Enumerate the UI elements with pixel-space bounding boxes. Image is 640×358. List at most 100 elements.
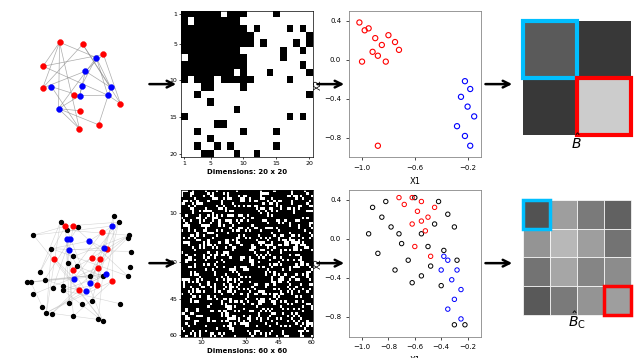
Bar	[550, 286, 577, 315]
Point	[438, 253, 449, 259]
Point	[97, 229, 108, 234]
X-axis label: X1: X1	[410, 177, 420, 186]
Point	[390, 267, 400, 273]
Point	[372, 251, 383, 256]
Point	[64, 300, 74, 306]
Point	[106, 84, 116, 90]
Point	[383, 32, 394, 38]
Point	[433, 199, 444, 204]
X-axis label: Dimensions: 20 x 20: Dimensions: 20 x 20	[207, 169, 287, 175]
Bar	[523, 21, 577, 78]
Point	[125, 264, 135, 270]
Text: $\hat{B}_{\mathrm{C}}$: $\hat{B}_{\mathrm{C}}$	[568, 309, 586, 331]
Point	[102, 92, 113, 98]
Point	[92, 282, 102, 288]
Point	[460, 133, 470, 139]
Point	[93, 316, 104, 322]
Point	[86, 256, 97, 261]
Point	[126, 249, 136, 255]
Point	[360, 28, 370, 33]
Bar	[604, 229, 631, 257]
Bar	[577, 286, 604, 315]
Point	[69, 276, 79, 281]
Bar	[550, 200, 577, 229]
Point	[46, 246, 56, 252]
Point	[95, 256, 105, 262]
Point	[68, 313, 79, 319]
Point	[357, 59, 367, 64]
Point	[123, 273, 133, 279]
Point	[99, 245, 109, 251]
Point	[108, 213, 118, 219]
Bar	[577, 257, 604, 286]
Point	[423, 214, 433, 220]
Point	[410, 195, 420, 200]
Point	[93, 122, 104, 128]
Bar	[604, 286, 631, 315]
Bar	[577, 21, 631, 78]
Point	[367, 204, 378, 210]
Point	[97, 273, 108, 279]
Point	[115, 101, 125, 106]
Bar	[523, 78, 577, 135]
Point	[390, 39, 400, 45]
Point	[77, 301, 87, 307]
Bar	[523, 200, 550, 229]
Point	[355, 20, 365, 25]
Point	[49, 256, 60, 261]
Point	[436, 283, 446, 289]
Point	[447, 277, 457, 283]
Point	[452, 257, 462, 263]
Point	[69, 92, 79, 98]
Point	[377, 214, 387, 220]
Point	[443, 257, 453, 263]
Point	[416, 273, 426, 279]
Point	[372, 53, 383, 59]
Point	[394, 195, 404, 200]
X-axis label: X1: X1	[410, 356, 420, 358]
Point	[38, 63, 48, 69]
Point	[394, 47, 404, 53]
Point	[53, 106, 63, 112]
Point	[75, 93, 85, 98]
Point	[102, 246, 113, 251]
Point	[123, 235, 133, 241]
Point	[108, 278, 118, 284]
Point	[47, 311, 57, 317]
Point	[93, 265, 103, 271]
Bar	[550, 229, 577, 257]
Point	[73, 224, 83, 229]
Point	[91, 55, 101, 61]
Point	[397, 241, 407, 246]
Bar	[577, 200, 604, 229]
Point	[58, 287, 68, 293]
Point	[449, 224, 460, 230]
Point	[372, 143, 383, 149]
Point	[56, 219, 66, 224]
Point	[98, 318, 108, 324]
Point	[62, 227, 72, 233]
Point	[416, 231, 426, 237]
Point	[420, 228, 431, 234]
Point	[429, 221, 440, 227]
Point	[54, 39, 65, 45]
Point	[367, 49, 378, 55]
Point	[85, 280, 95, 286]
Point	[394, 231, 404, 237]
Point	[26, 279, 36, 285]
Point	[381, 199, 391, 204]
Point	[22, 280, 32, 285]
Point	[456, 94, 466, 100]
Point	[77, 83, 87, 88]
Point	[99, 52, 109, 57]
Bar	[523, 21, 577, 78]
Point	[377, 42, 387, 48]
Point	[443, 211, 453, 217]
Point	[60, 223, 70, 229]
Point	[72, 263, 83, 269]
Point	[58, 284, 68, 289]
Point	[364, 25, 374, 31]
Point	[124, 232, 134, 238]
Point	[115, 301, 125, 306]
X-axis label: Dimensions: 60 x 60: Dimensions: 60 x 60	[207, 348, 287, 354]
